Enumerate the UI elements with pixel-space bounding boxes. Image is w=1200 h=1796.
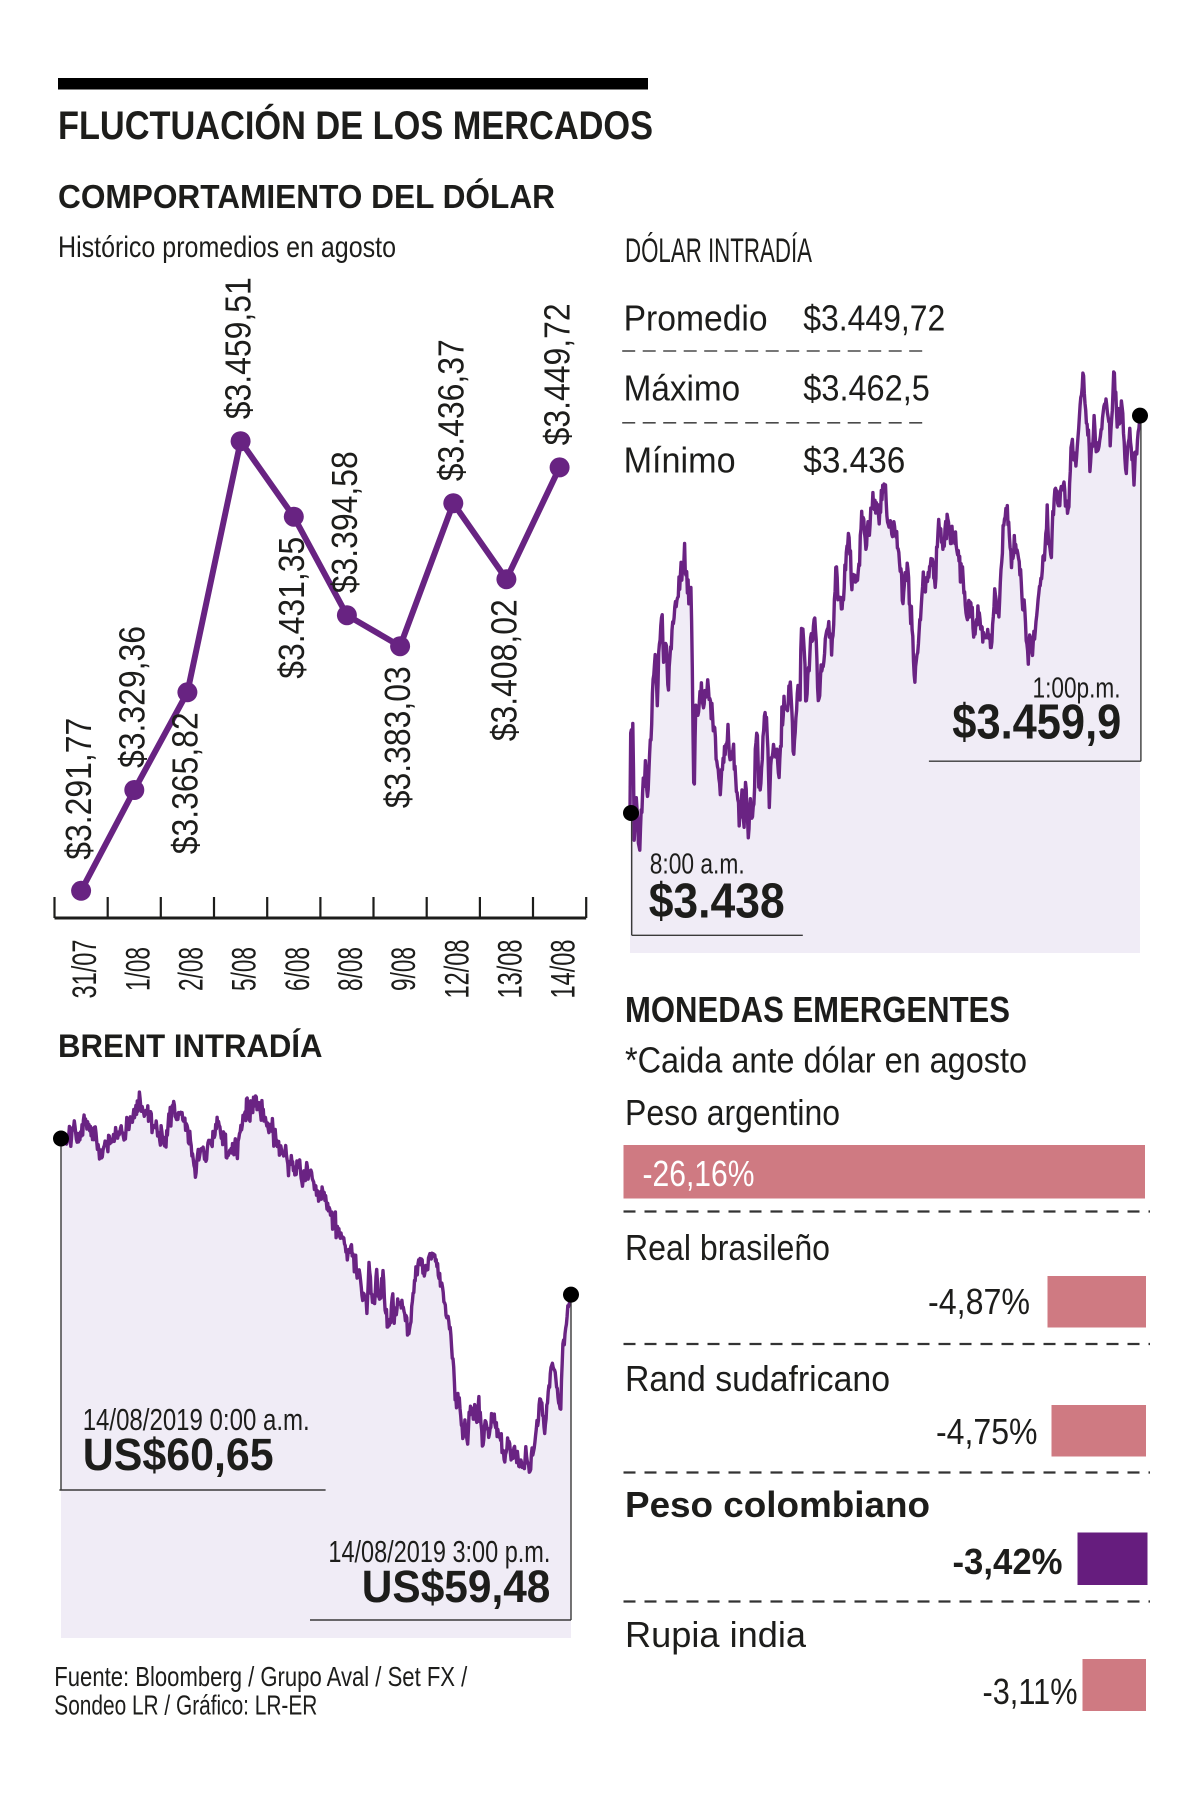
svg-text:-3,42%: -3,42%	[953, 1541, 1063, 1582]
svg-text:Máximo: Máximo	[624, 368, 741, 409]
svg-text:8/08: 8/08	[332, 947, 370, 991]
svg-text:US$60,65: US$60,65	[83, 1429, 274, 1480]
svg-text:Fuente: Bloomberg / Grupo Aval: Fuente: Bloomberg / Grupo Aval / Set FX …	[54, 1661, 467, 1692]
svg-text:Real brasileño: Real brasileño	[625, 1227, 830, 1268]
svg-text:BRENT INTRADÍA: BRENT INTRADÍA	[58, 1028, 323, 1064]
svg-text:$3.431,35: $3.431,35	[271, 537, 312, 679]
svg-text:Rupia india: Rupia india	[625, 1614, 807, 1655]
svg-text:*Caida ante dólar en agosto: *Caida ante dólar en agosto	[625, 1040, 1027, 1081]
svg-text:12/08: 12/08	[438, 940, 476, 999]
svg-text:-4,87%: -4,87%	[928, 1281, 1030, 1322]
svg-text:Peso colombiano: Peso colombiano	[625, 1484, 930, 1525]
svg-text:$3.459,9: $3.459,9	[952, 696, 1121, 750]
svg-text:$3.449,72: $3.449,72	[537, 303, 578, 445]
svg-text:$3.462,5: $3.462,5	[803, 368, 930, 409]
svg-text:-26,16%: -26,16%	[643, 1153, 755, 1194]
svg-text:14/08: 14/08	[545, 940, 583, 999]
svg-text:Promedio: Promedio	[624, 297, 768, 338]
svg-text:DÓLAR INTRADÍA: DÓLAR INTRADÍA	[625, 232, 812, 270]
svg-text:Peso argentino: Peso argentino	[625, 1092, 840, 1133]
svg-text:-3,11%: -3,11%	[983, 1671, 1078, 1712]
svg-text:Rand sudafricano: Rand sudafricano	[625, 1358, 890, 1399]
svg-text:31/07: 31/07	[66, 940, 104, 999]
svg-text:Mínimo: Mínimo	[624, 440, 736, 481]
svg-text:-4,75%: -4,75%	[936, 1411, 1038, 1452]
svg-text:$3.438: $3.438	[649, 875, 785, 929]
svg-text:9/08: 9/08	[385, 947, 423, 991]
svg-text:14/08/2019 3:00 p.m.: 14/08/2019 3:00 p.m.	[328, 1534, 550, 1569]
svg-text:13/08: 13/08	[491, 940, 529, 999]
svg-text:8:00 a.m.: 8:00 a.m.	[650, 849, 745, 881]
svg-text:$3.394,58: $3.394,58	[324, 451, 365, 593]
svg-text:$3.436,37: $3.436,37	[430, 339, 471, 481]
svg-text:$3.365,82: $3.365,82	[164, 712, 205, 854]
svg-text:COMPORTAMIENTO DEL DÓLAR: COMPORTAMIENTO DEL DÓLAR	[58, 178, 555, 215]
svg-text:Histórico promedios en agosto: Histórico promedios en agosto	[58, 231, 396, 264]
svg-text:MONEDAS EMERGENTES: MONEDAS EMERGENTES	[625, 989, 1010, 1030]
svg-text:1/08: 1/08	[119, 947, 157, 991]
svg-text:FLUCTUACIÓN DE LOS MERCADOS: FLUCTUACIÓN DE LOS MERCADOS	[58, 102, 653, 148]
svg-text:14/08/2019 0:00 a.m.: 14/08/2019 0:00 a.m.	[83, 1402, 310, 1437]
svg-text:US$59,48: US$59,48	[362, 1561, 551, 1612]
svg-text:$3.436: $3.436	[803, 440, 905, 481]
svg-text:$3.459,51: $3.459,51	[218, 277, 259, 419]
svg-text:Sondeo LR / Gráfico: LR-ER: Sondeo LR / Gráfico: LR-ER	[54, 1690, 317, 1721]
svg-text:$3.329,36: $3.329,36	[111, 626, 152, 768]
svg-text:6/08: 6/08	[279, 947, 317, 991]
svg-text:$3.408,02: $3.408,02	[483, 599, 524, 741]
svg-text:1:00p.m.: 1:00p.m.	[1033, 672, 1121, 704]
svg-text:$3.383,03: $3.383,03	[377, 666, 418, 808]
svg-text:$3.449,72: $3.449,72	[803, 297, 945, 338]
svg-text:$3.291,77: $3.291,77	[58, 718, 99, 860]
svg-text:5/08: 5/08	[226, 947, 264, 991]
svg-text:2/08: 2/08	[172, 947, 210, 991]
